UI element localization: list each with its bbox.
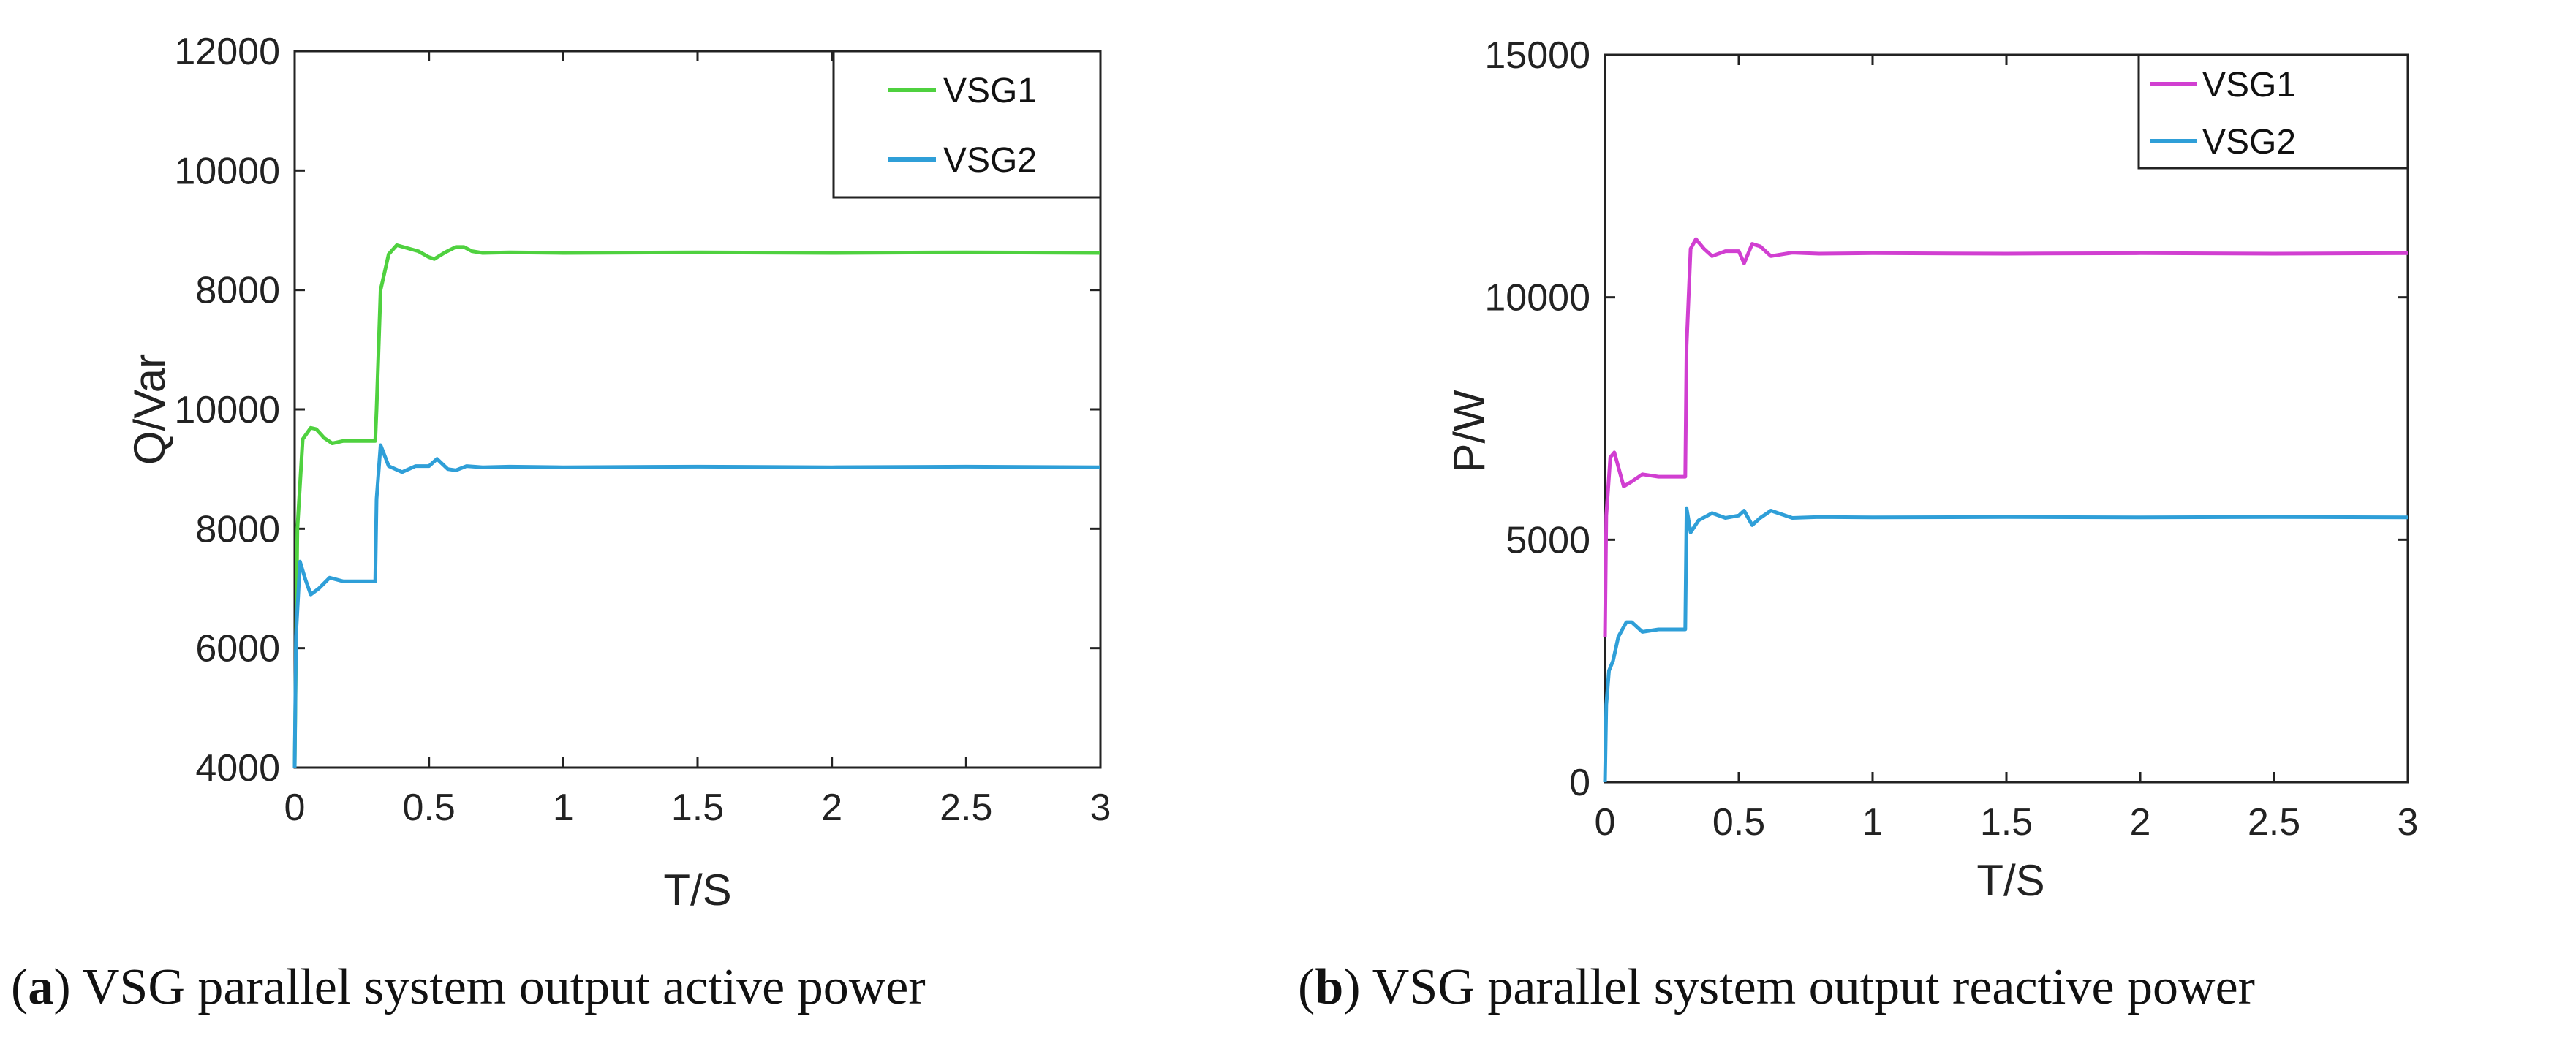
panel-b-series: [1603, 237, 2409, 783]
panel-b-x-tick-label: 2.5: [2248, 801, 2300, 844]
panel-a-y-tick-label: 10000: [174, 150, 280, 192]
panel-b-legend-label-vsg1: VSG1: [2202, 66, 2296, 105]
panel-a-caption: (a) VSG parallel system output active po…: [11, 959, 926, 1015]
panel-a-y-tick-label: 4000: [195, 747, 280, 789]
panel-b-x-tick-label: 2: [2130, 801, 2151, 844]
panel-a-y-axis-label: Q/Var: [125, 354, 174, 465]
panel-b-x-tick-label: 0: [1595, 801, 1616, 844]
panel-a-x-tick-label: 2: [821, 787, 842, 829]
panel-b-series-vsg2-line: [1603, 506, 2409, 783]
panel-a-legend-label-vsg1: VSG1: [943, 72, 1037, 110]
panel-a-legend: VSG1 VSG2: [832, 50, 1102, 199]
panel-a-x-tick-label: 0: [284, 787, 306, 829]
panel-a-y-tick-label: 12000: [174, 31, 280, 73]
panel-b-caption-letter: b: [1315, 959, 1343, 1015]
panel-b-y-ticks: 0 5000 10000 15000: [1484, 34, 2408, 804]
panel-a-caption-text: VSG parallel system output active power: [83, 959, 926, 1015]
panel-b-legend-box: [2137, 53, 2409, 170]
panel-b-x-axis-label: T/S: [1976, 856, 2044, 905]
panel-b-legend: VSG1 VSG2: [2137, 53, 2409, 170]
panel-a-x-tick-label: 2.5: [940, 787, 992, 829]
panel-a-y-tick-label: 6000: [195, 628, 280, 670]
panel-b-legend-label-vsg2: VSG2: [2202, 123, 2296, 162]
panel-b-x-tick-label: 1.5: [1980, 801, 2033, 844]
panel-b-series-vsg1-line: [1603, 237, 2409, 637]
panel-a-y-tick-label: 8000: [195, 270, 280, 312]
panel-b-y-tick-label: 15000: [1484, 34, 1590, 77]
panel-a-caption-letter: a: [28, 959, 53, 1015]
panel-b-caption-text: VSG parallel system output reactive powe…: [1372, 959, 2255, 1015]
panel-a-y-tick-label: 8000: [195, 508, 280, 550]
panel-a-x-tick-label: 3: [1090, 787, 1111, 829]
panel-a-y-tick-label: 10000: [174, 389, 280, 431]
panel-a: 0 0.5 1 1.5 2 2.5 3 4000 6000 8000 10000 8000 10000…: [11, 31, 1111, 1015]
panel-a-x-axis-label: T/S: [663, 866, 731, 914]
panel-a-x-tick-label: 1: [553, 787, 574, 829]
panel-b-y-tick-label: 5000: [1506, 519, 1590, 561]
panel-b-plot-frame: [1604, 53, 2409, 784]
panel-a-series: [292, 243, 1101, 768]
panel-b-y-axis-label: P/W: [1445, 390, 1494, 473]
panel-a-y-ticks: 4000 6000 8000 10000 8000 10000 12000: [174, 31, 1100, 789]
panel-b-x-tick-label: 3: [2398, 801, 2419, 844]
panel-b-x-ticks: 0 0.5 1 1.5 2 2.5 3: [1595, 55, 2419, 844]
panel-b-y-tick-label: 0: [1569, 762, 1590, 804]
panel-b-caption: (b) VSG parallel system output reactive …: [1298, 959, 2255, 1015]
panel-a-legend-box: [832, 50, 1102, 199]
panel-a-x-tick-label: 1.5: [671, 787, 724, 829]
panel-b-x-tick-label: 0.5: [1712, 801, 1765, 844]
panel-a-series-vsg2-line: [292, 443, 1101, 768]
panel-b: 0 0.5 1 1.5 2 2.5 3 0 5000 10000 15000 T/S P/W VS…: [1298, 34, 2418, 1015]
panel-a-series-vsg1-line: [292, 243, 1101, 768]
panel-a-x-tick-label: 0.5: [403, 787, 456, 829]
panel-b-x-tick-label: 1: [1862, 801, 1884, 844]
panel-a-x-ticks: 0 0.5 1 1.5 2 2.5 3: [284, 51, 1111, 829]
panel-a-legend-label-vsg2: VSG2: [943, 141, 1037, 180]
panel-b-y-tick-label: 10000: [1484, 277, 1590, 319]
